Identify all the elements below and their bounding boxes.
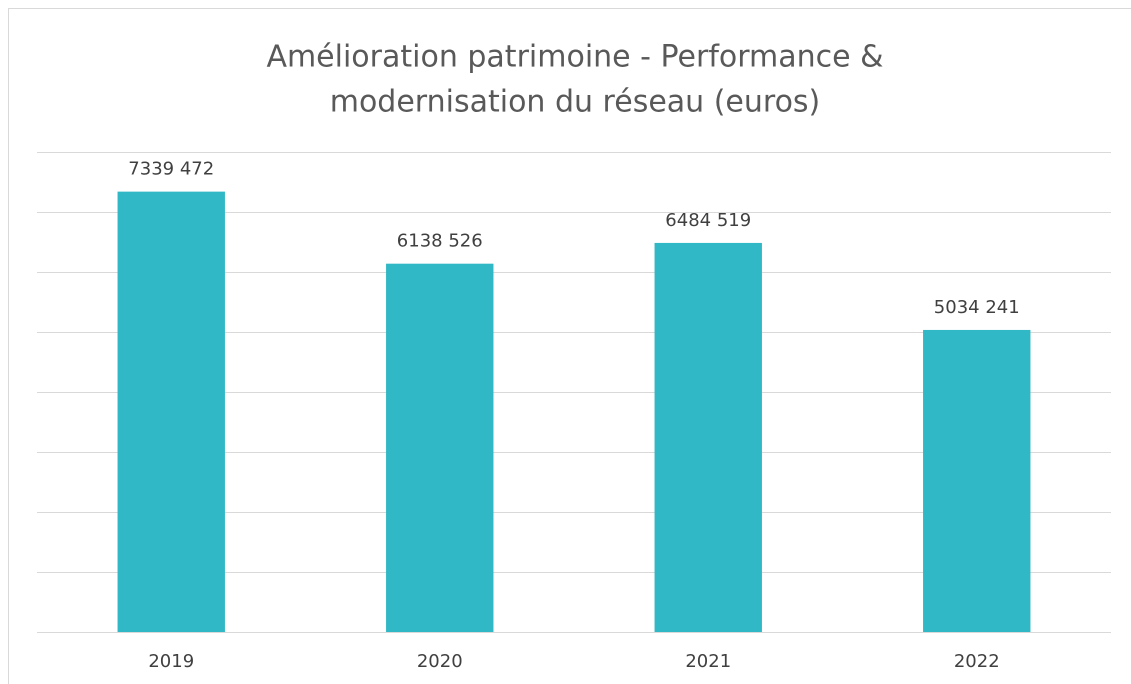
x-tick-label: 2020 — [417, 651, 463, 672]
data-label: 7339 472 — [128, 159, 214, 180]
bar — [923, 329, 1031, 632]
chart-title: Amélioration patrimoine - Performance & — [266, 40, 883, 75]
data-label: 5034 241 — [934, 297, 1020, 318]
chart-title: modernisation du réseau (euros) — [330, 85, 821, 120]
bar — [117, 191, 225, 632]
x-tick-label: 2019 — [148, 651, 194, 672]
bar — [386, 263, 494, 632]
bar — [654, 242, 762, 632]
x-tick-label: 2022 — [954, 651, 1000, 672]
data-label: 6138 526 — [397, 231, 483, 252]
x-tick-label: 2021 — [685, 651, 731, 672]
data-label: 6484 519 — [665, 210, 751, 231]
